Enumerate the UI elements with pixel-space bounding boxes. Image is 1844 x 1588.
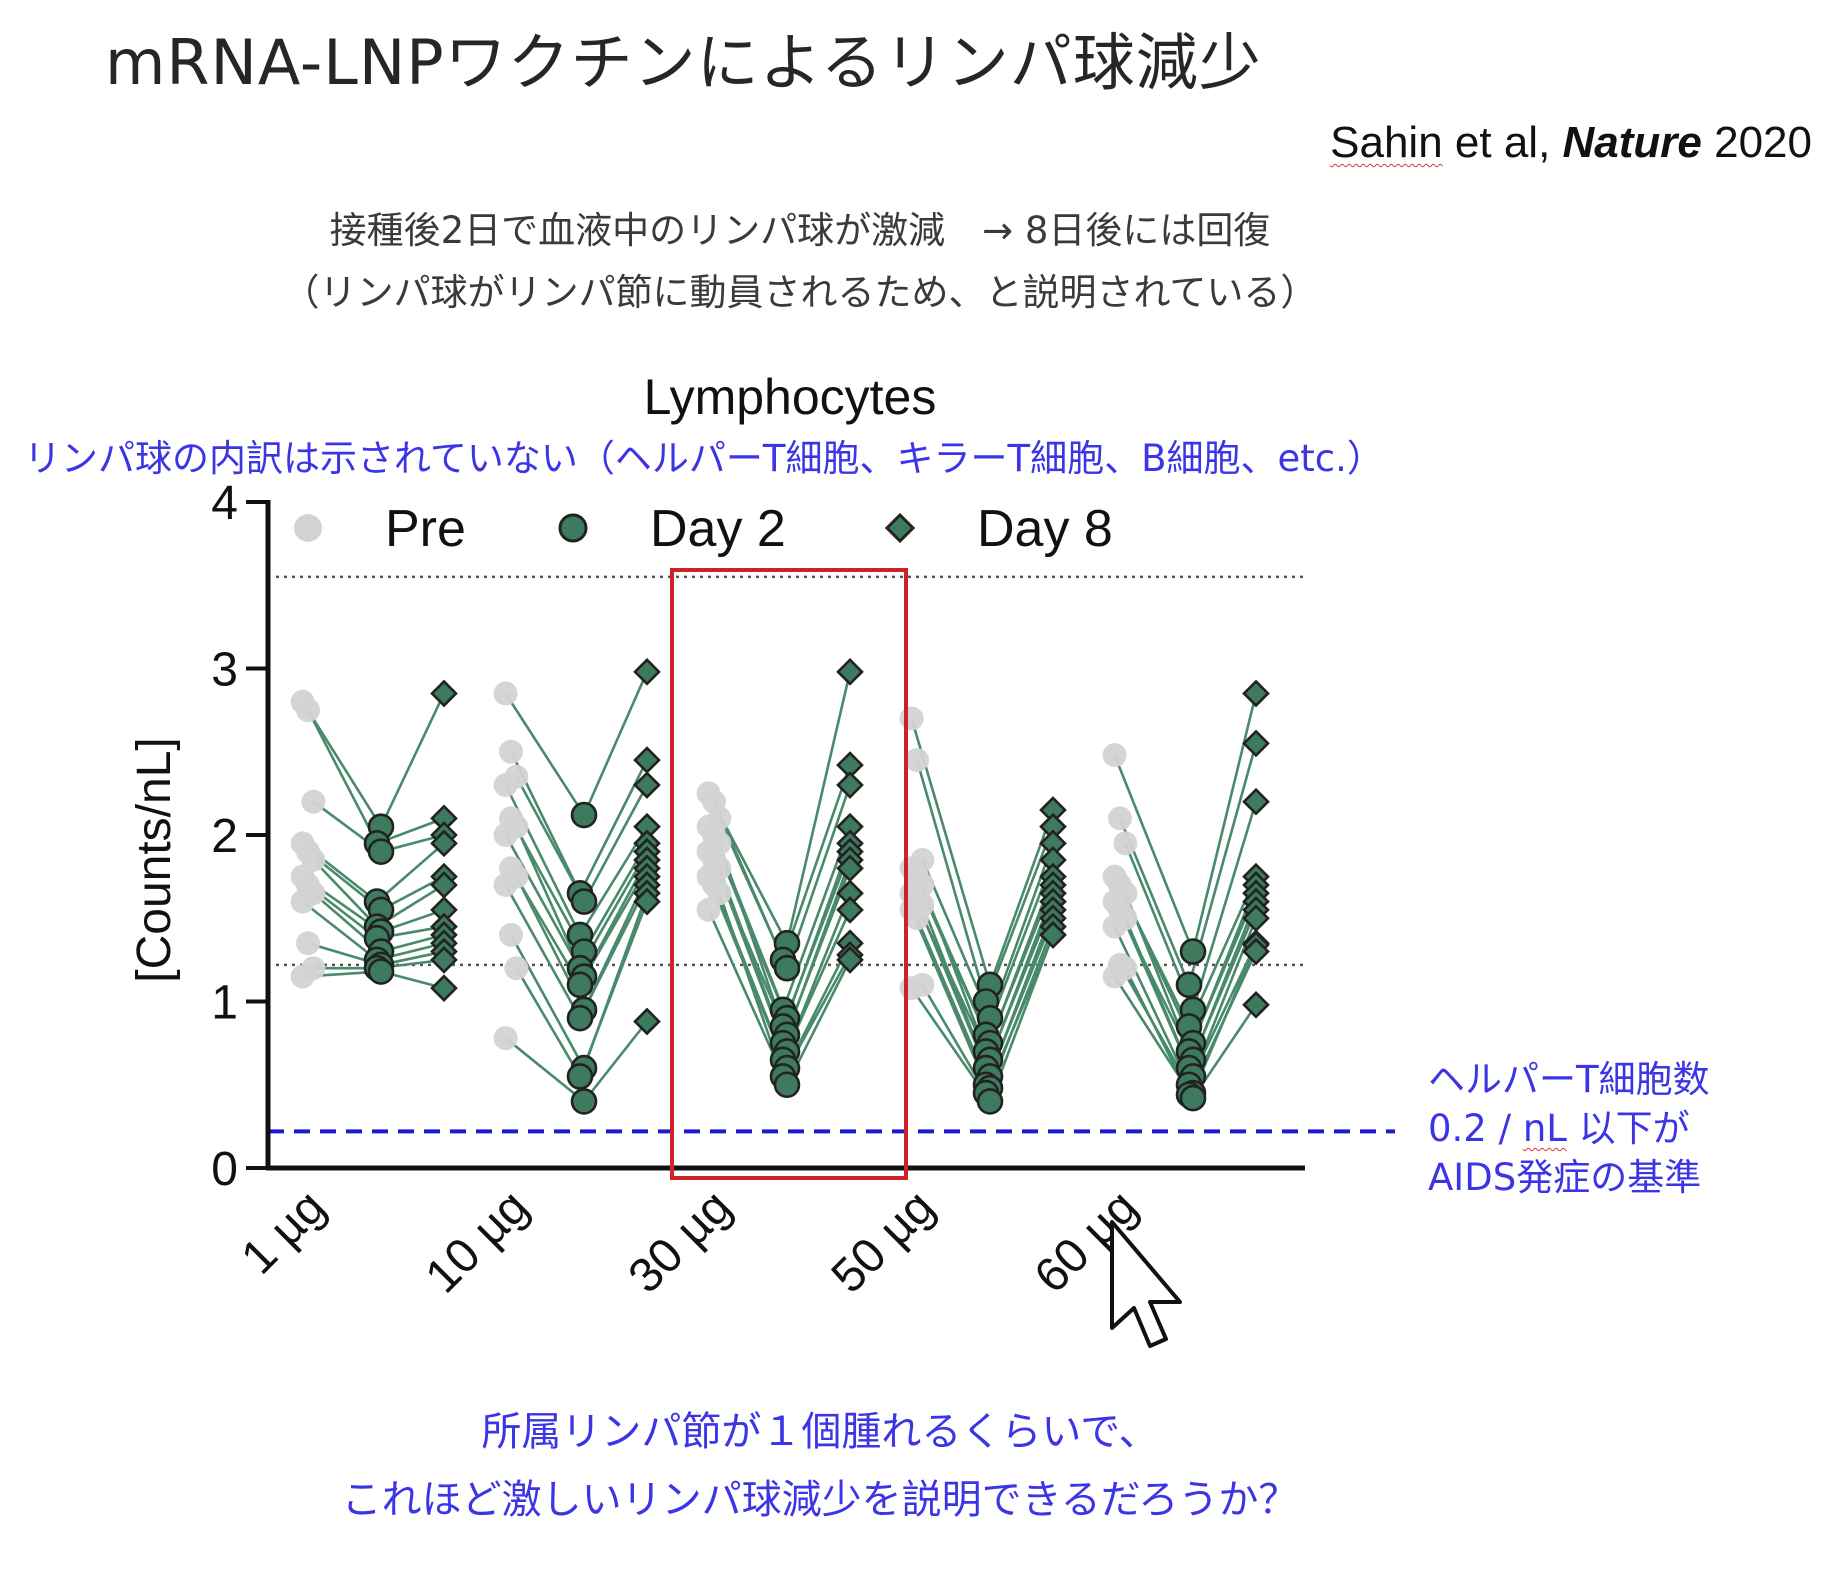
day2-point (566, 1004, 594, 1032)
day2-point (773, 954, 801, 982)
day2-point (773, 1071, 801, 1099)
day8-point (430, 946, 458, 974)
y-tick-label: 3 (211, 644, 238, 697)
day8-point (1242, 990, 1270, 1019)
pre-point (499, 922, 523, 947)
pre-point (1113, 831, 1138, 856)
legend: Pre Day 2 Day 8 (294, 500, 1113, 558)
day8-point (1242, 679, 1270, 708)
x-tick-label: 1 µg (232, 1180, 336, 1284)
day8-point (836, 946, 864, 974)
day8-point (633, 771, 661, 799)
pre-point (905, 906, 929, 931)
day8-point (633, 746, 661, 774)
day8-point (836, 771, 864, 799)
day2-point (367, 838, 395, 865)
pre-point (493, 823, 518, 847)
subtitle-line-1: 接種後2日で血液中のリンパ球が激減 → 8日後には回復 (329, 209, 1271, 252)
day2-point (570, 801, 598, 829)
day2-point (1175, 971, 1203, 999)
highlight-box-30ug (670, 568, 908, 1180)
pre-point (290, 964, 315, 989)
pre-point (493, 872, 518, 897)
citation-year: 2020 (1701, 118, 1812, 167)
pre-point (1108, 806, 1132, 831)
day2-point (566, 971, 594, 999)
mouse-cursor-icon (1110, 1220, 1182, 1348)
day2-point (1179, 938, 1207, 965)
day2-point (570, 1088, 598, 1115)
note-right-line-2a: 0.2 / (1428, 1107, 1523, 1150)
note-right-line-2c: 以下が (1566, 1107, 1690, 1150)
x-tick-label: 50 µg (822, 1180, 945, 1303)
day2-point (570, 888, 598, 915)
y-axis-label: [Counts/nL] (128, 737, 181, 982)
citation: Sahin et al, Nature 2020 (1330, 118, 1812, 168)
day2-point (566, 1063, 594, 1090)
note-bottom-line-2: これほど激しいリンパ球減少を説明できるだろうか？ (341, 1477, 1299, 1523)
subtitle-line-2: （リンパ球がリンパ節に動員されるため、と説明されている） (282, 271, 1318, 314)
pre-point (296, 931, 320, 956)
pre-point (905, 748, 929, 773)
day2-point (1179, 1084, 1207, 1112)
pre-point (504, 956, 529, 981)
pre-point (493, 773, 518, 798)
day8-point (836, 896, 864, 924)
pre-point (493, 1026, 518, 1051)
day8-point (1242, 787, 1270, 816)
pre-point (899, 706, 924, 731)
day8-point (633, 657, 661, 686)
note-right-line-2b: nL (1522, 1107, 1567, 1150)
citation-middle: et al, (1442, 118, 1563, 167)
day2-point (976, 1088, 1004, 1115)
note-right-line-3: AIDS発症の基準 (1428, 1156, 1702, 1199)
pre-point (899, 976, 924, 1001)
y-tick-label: 2 (211, 810, 238, 863)
legend-pre-marker (294, 514, 322, 542)
citation-authors: Sahin (1330, 118, 1443, 167)
y-tick-label: 0 (211, 1143, 238, 1196)
legend-day2-marker (558, 513, 588, 543)
connector-line (910, 718, 1055, 990)
y-tick-label: 1 (211, 977, 238, 1030)
legend-day8-marker (884, 512, 916, 544)
pre-point (296, 698, 320, 723)
day8-point (633, 887, 661, 916)
pre-point (1102, 964, 1127, 989)
day8-point (836, 657, 864, 686)
day8-point (430, 829, 458, 858)
pre-point (301, 789, 326, 814)
day8-point (430, 679, 458, 708)
pre-point (696, 897, 721, 922)
day8-point (430, 974, 458, 1003)
legend-label: Day 2 (650, 500, 786, 558)
chart-title: Lymphocytes (644, 369, 937, 425)
pre-point (493, 681, 518, 706)
x-tick-label: 10 µg (416, 1180, 539, 1303)
pre-point (290, 889, 315, 914)
slide-title: mRNA-LNPワクチンによるリンパ球減少 (105, 26, 1262, 99)
day2-point (367, 958, 395, 985)
legend-label: Pre (385, 500, 466, 558)
pre-point (1102, 743, 1127, 768)
day8-point (633, 1007, 661, 1036)
citation-journal: Nature (1562, 118, 1702, 167)
note-lymphocyte-breakdown: リンパ球の内訳は示されていない（ヘルパーT細胞、キラーT細胞、B細胞、etc.） (24, 437, 1384, 480)
day8-point (1242, 729, 1270, 758)
y-tick-label: 4 (211, 477, 238, 530)
x-tick-label: 30 µg (619, 1180, 742, 1303)
day8-point (1039, 921, 1067, 949)
legend-label: Day 8 (977, 500, 1113, 558)
data-points (290, 657, 1270, 1115)
note-question: 所属リンパ節が１個腫れるくらいで、 これほど激しいリンパ球減少を説明できるだろう… (0, 1398, 1640, 1534)
day8-point (1242, 937, 1270, 966)
note-aids-threshold: ヘルパーT細胞数 0.2 / nL 以下が AIDS発症の基準 (1428, 1055, 1710, 1202)
connector-line (712, 764, 852, 964)
pre-point (1102, 914, 1127, 939)
note-right-line-1: ヘルパーT細胞数 (1428, 1058, 1710, 1101)
note-right-line-2: 0.2 / nL 以下が (1428, 1104, 1710, 1153)
note-bottom-line-1: 所属リンパ節が１個腫れるくらいで、 (481, 1409, 1159, 1455)
pre-point (499, 739, 523, 764)
